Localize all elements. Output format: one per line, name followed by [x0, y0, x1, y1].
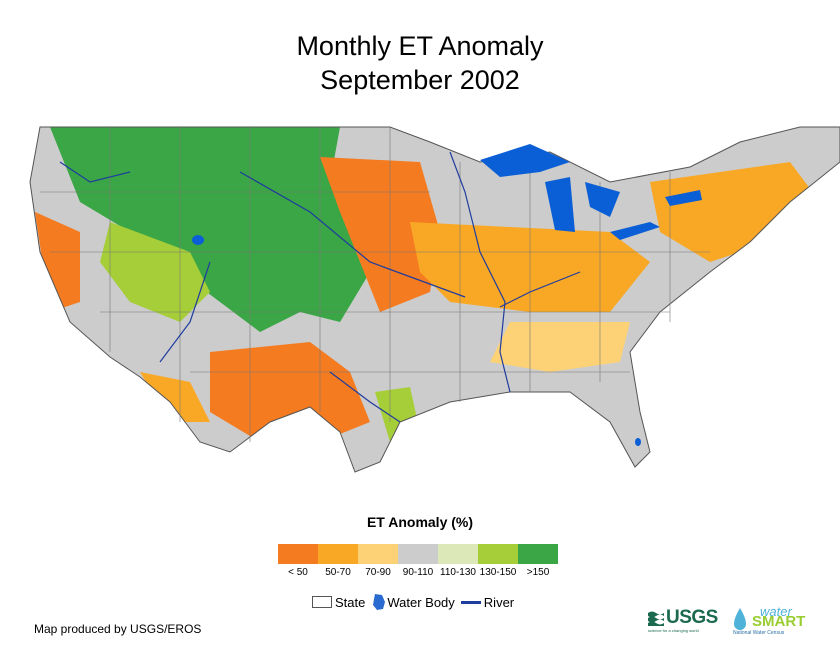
legend-water-body-label: Water Body — [387, 594, 455, 610]
legend-river: River — [460, 594, 515, 610]
legend-water-body: Water Body — [371, 593, 455, 611]
legend-swatch — [358, 544, 398, 564]
water-body-icon — [373, 594, 386, 610]
anomaly-region-yellow-northeast — [650, 162, 820, 262]
map-credit: Map produced by USGS/EROS — [34, 622, 202, 636]
lake-huron — [585, 182, 620, 217]
legend-swatch — [478, 544, 518, 564]
lake-superior — [480, 144, 570, 177]
legend-title: ET Anomaly (%) — [366, 514, 474, 530]
usgs-logo-text: USGS — [666, 607, 718, 628]
colorado-river — [159, 261, 211, 363]
legend-swatch-label: 50-70 — [325, 567, 351, 578]
watersmart-drop-icon — [734, 608, 746, 630]
anomaly-region-orange-plains — [320, 157, 440, 312]
legend-swatch-label: 110-130 — [440, 567, 476, 578]
legend-swatch — [438, 544, 478, 564]
legend-river-label: River — [483, 594, 515, 610]
ohio-river — [499, 271, 581, 308]
anomaly-region-lightgreen — [100, 222, 210, 322]
conus-et-anomaly-map — [29, 126, 840, 473]
lake-erie — [610, 222, 660, 240]
legend-swatch — [318, 544, 358, 564]
watersmart-sub: National Water Census — [733, 630, 785, 636]
anomaly-region-green-north — [50, 127, 370, 332]
legend-state-label: State — [335, 594, 366, 610]
watersmart-smart: SMART — [752, 613, 806, 630]
legend-swatch — [278, 544, 318, 564]
legend-swatches — [278, 544, 558, 564]
state-symbol — [312, 596, 332, 608]
great-salt-lake — [192, 235, 204, 245]
legend-swatch — [398, 544, 438, 564]
lake-ontario — [665, 190, 702, 206]
anomaly-region-tan-south — [490, 322, 630, 372]
map-title-line2: September 2002 — [320, 65, 520, 95]
lake-okeechobee — [635, 438, 641, 446]
columbia-river — [59, 161, 131, 183]
anomaly-region-yellow-baja — [140, 372, 210, 422]
legend-swatch — [518, 544, 558, 564]
usgs-tagline: science for a changing world — [648, 628, 699, 633]
legend-swatch-label: 70-90 — [365, 567, 391, 578]
legend-labels: < 50 50-70 70-90 90-110 110-130 130-150 >150 — [278, 567, 558, 578]
state-boundaries — [40, 127, 710, 442]
map-title-line1: Monthly ET Anomaly — [296, 31, 544, 61]
rio-grande — [329, 371, 401, 423]
rivers — [59, 151, 581, 423]
usgs-logo: USGS — [648, 607, 718, 629]
legend-swatch-label: >150 — [526, 567, 550, 578]
mississippi-river — [449, 151, 511, 393]
symbol-legend: State Water Body River — [312, 593, 520, 611]
us-outline — [29, 126, 840, 473]
usgs-wave-icon — [648, 611, 664, 626]
legend-state: State — [312, 595, 365, 610]
legend-swatch-label: 90-110 — [402, 567, 434, 578]
lake-michigan — [545, 177, 575, 232]
missouri-river — [239, 171, 466, 298]
watersmart-water: water — [760, 604, 792, 619]
legend-swatch-label: 130-150 — [479, 567, 517, 578]
river-symbol — [460, 600, 481, 604]
legend-swatch-label: < 50 — [288, 567, 308, 578]
water-bodies — [192, 144, 702, 446]
